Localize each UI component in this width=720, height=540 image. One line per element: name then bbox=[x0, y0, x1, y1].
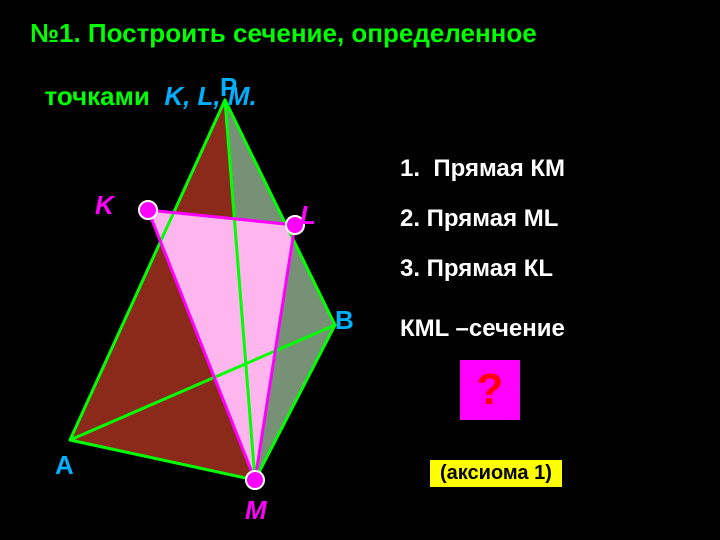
label-K: K bbox=[95, 190, 114, 221]
step-3: 3. Прямая КL bbox=[400, 255, 553, 283]
question-mark-icon: ? bbox=[477, 365, 504, 415]
question-box: ? bbox=[460, 360, 520, 420]
title-line2a: точками bbox=[44, 81, 164, 111]
title-line2b: K, L, M. bbox=[164, 81, 256, 111]
label-L: L bbox=[300, 200, 316, 231]
label-B: B bbox=[335, 305, 354, 336]
step-1: 1. Прямая КМ bbox=[400, 155, 565, 183]
label-P: P bbox=[220, 72, 237, 103]
label-A: A bbox=[55, 450, 74, 481]
step-result: КML –сечение bbox=[400, 315, 565, 343]
title-line1: №1. Построить сечение, определенное bbox=[30, 18, 537, 49]
label-M: M bbox=[245, 495, 267, 526]
axiom-label: (аксиома 1) bbox=[430, 460, 562, 487]
step-2: 2. Прямая ML bbox=[400, 205, 558, 233]
